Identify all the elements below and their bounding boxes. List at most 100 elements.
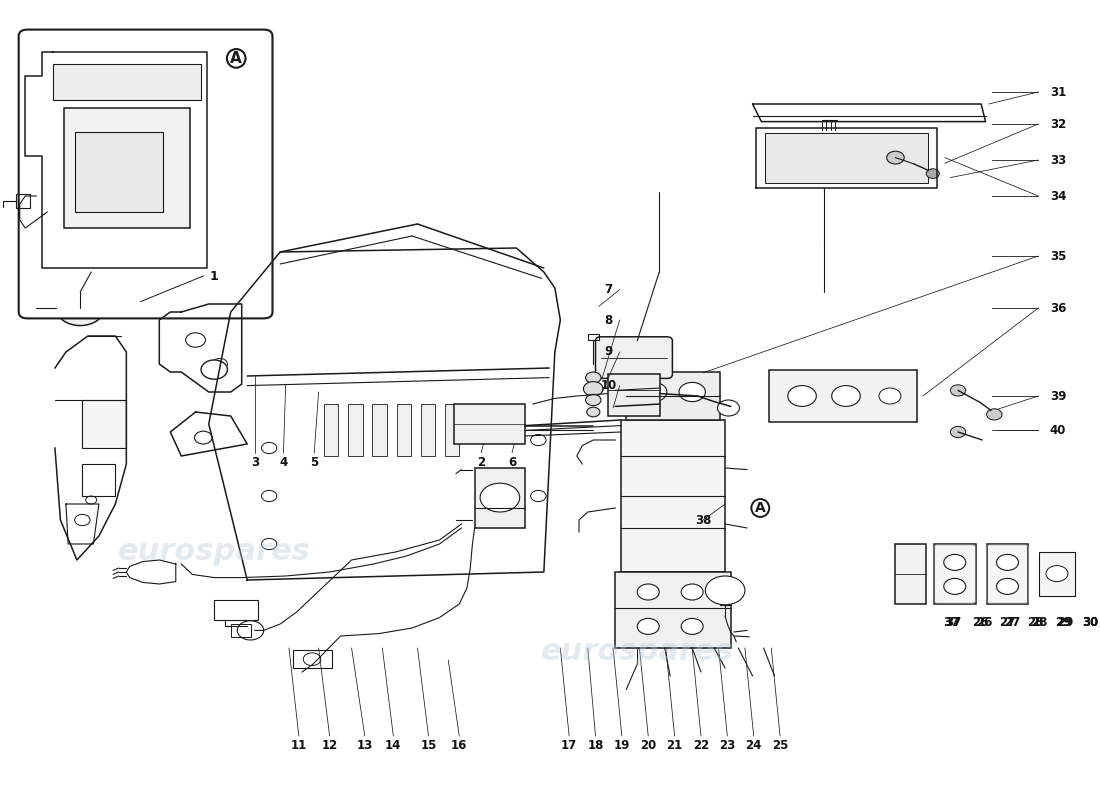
Bar xyxy=(446,404,460,456)
Circle shape xyxy=(175,57,195,71)
Text: 2: 2 xyxy=(477,456,485,469)
Text: 21: 21 xyxy=(667,739,683,752)
Circle shape xyxy=(679,382,705,402)
Text: 11: 11 xyxy=(290,739,307,752)
Text: 30: 30 xyxy=(1081,616,1098,629)
Bar xyxy=(75,132,163,212)
FancyBboxPatch shape xyxy=(19,30,273,318)
Text: 30: 30 xyxy=(1081,616,1098,629)
Bar xyxy=(769,370,917,422)
Circle shape xyxy=(1046,566,1068,582)
Circle shape xyxy=(66,298,95,318)
Text: 37: 37 xyxy=(946,616,961,629)
Text: 3: 3 xyxy=(251,456,258,469)
Circle shape xyxy=(586,407,600,417)
Circle shape xyxy=(887,151,904,164)
Bar xyxy=(1040,552,1075,596)
Bar xyxy=(82,464,116,496)
Bar xyxy=(214,600,258,620)
Bar xyxy=(607,374,660,416)
Text: 17: 17 xyxy=(561,739,578,752)
Bar xyxy=(421,404,436,456)
Text: 14: 14 xyxy=(385,739,402,752)
Text: 9: 9 xyxy=(605,346,613,358)
Bar xyxy=(349,404,363,456)
Bar xyxy=(764,133,928,183)
Text: 13: 13 xyxy=(356,739,373,752)
Text: 18: 18 xyxy=(587,739,604,752)
Text: 27: 27 xyxy=(1004,616,1020,629)
Circle shape xyxy=(705,576,745,605)
Bar xyxy=(82,400,126,448)
Bar xyxy=(16,194,30,208)
Text: 29: 29 xyxy=(1057,616,1074,629)
Bar xyxy=(294,650,332,668)
Bar xyxy=(620,420,725,572)
FancyBboxPatch shape xyxy=(595,337,672,378)
Text: 22: 22 xyxy=(693,739,710,752)
Text: 38: 38 xyxy=(695,514,712,526)
Bar xyxy=(53,64,201,100)
Bar xyxy=(373,404,387,456)
Circle shape xyxy=(879,388,901,404)
Text: 12: 12 xyxy=(321,739,338,752)
Text: 8: 8 xyxy=(605,314,613,326)
Circle shape xyxy=(681,618,703,634)
Text: eurospares: eurospares xyxy=(118,538,310,566)
Circle shape xyxy=(681,584,703,600)
Text: 23: 23 xyxy=(719,739,736,752)
Text: 25: 25 xyxy=(772,739,789,752)
Text: 26: 26 xyxy=(971,616,988,629)
Bar xyxy=(64,108,190,228)
Polygon shape xyxy=(756,128,937,188)
Circle shape xyxy=(987,409,1002,420)
Text: 4: 4 xyxy=(279,456,287,469)
Text: 26: 26 xyxy=(976,616,992,629)
Text: 32: 32 xyxy=(1049,118,1066,130)
Bar xyxy=(231,624,251,637)
Text: 37: 37 xyxy=(944,616,959,629)
Circle shape xyxy=(637,618,659,634)
Bar xyxy=(987,544,1028,604)
Circle shape xyxy=(997,578,1019,594)
Circle shape xyxy=(238,621,264,640)
Circle shape xyxy=(950,385,966,396)
Bar xyxy=(474,468,525,528)
Circle shape xyxy=(926,169,939,178)
Text: 24: 24 xyxy=(746,739,762,752)
Text: eurospares: eurospares xyxy=(541,638,734,666)
Circle shape xyxy=(54,245,74,259)
Text: 31: 31 xyxy=(1049,86,1066,98)
Text: 20: 20 xyxy=(640,739,657,752)
Circle shape xyxy=(583,382,603,396)
Circle shape xyxy=(637,584,659,600)
Text: 35: 35 xyxy=(1049,250,1066,262)
Circle shape xyxy=(950,426,966,438)
Bar xyxy=(615,572,730,648)
Bar xyxy=(934,544,976,604)
Bar xyxy=(587,334,598,340)
Circle shape xyxy=(997,554,1019,570)
Text: 40: 40 xyxy=(1049,424,1066,437)
Circle shape xyxy=(717,400,739,416)
Circle shape xyxy=(640,382,667,402)
Text: 28: 28 xyxy=(1031,616,1047,629)
Text: 39: 39 xyxy=(1049,390,1066,402)
Circle shape xyxy=(165,74,183,86)
Bar xyxy=(397,404,411,456)
Text: 10: 10 xyxy=(601,379,617,392)
Text: 34: 34 xyxy=(1049,190,1066,202)
Text: 27: 27 xyxy=(1000,616,1015,629)
Circle shape xyxy=(585,394,601,406)
Circle shape xyxy=(944,578,966,594)
Bar xyxy=(895,544,926,604)
Circle shape xyxy=(54,57,74,71)
Text: 36: 36 xyxy=(1049,302,1066,314)
Bar xyxy=(454,404,525,444)
Text: A: A xyxy=(755,501,766,515)
Text: 16: 16 xyxy=(451,739,468,752)
Text: 19: 19 xyxy=(614,739,630,752)
Text: 1: 1 xyxy=(210,270,219,282)
Text: 15: 15 xyxy=(420,739,437,752)
Text: 5: 5 xyxy=(310,456,318,469)
